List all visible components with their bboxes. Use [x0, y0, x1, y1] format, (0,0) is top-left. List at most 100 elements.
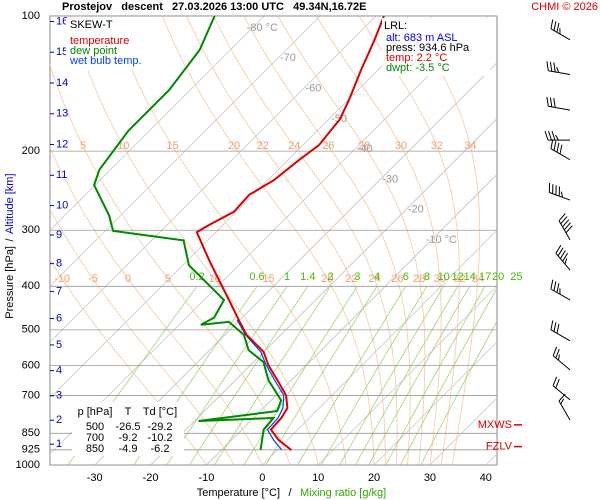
- lrl-box: [382, 18, 490, 76]
- annotation-label: MXWS: [478, 419, 512, 431]
- y-tick-label: 200: [22, 145, 40, 157]
- moist-adiabat-label: -5: [88, 273, 98, 285]
- altitude-tick-label: 7: [56, 285, 62, 297]
- table-header: T: [125, 406, 132, 418]
- wind-barb: [555, 244, 571, 271]
- moist-adiabat-label: 32: [453, 273, 465, 285]
- mixing-ratio-label: 3: [354, 271, 360, 283]
- mixing-ratio-label: 10: [438, 271, 450, 283]
- moist-adiabat-label: 22: [257, 140, 269, 152]
- mixing-ratio-label: 2: [327, 271, 333, 283]
- isotherm: [50, 16, 265, 231]
- moist-adiabat-label: -10: [54, 273, 70, 285]
- altitude-tick-label: 6: [56, 312, 62, 324]
- isotherm-label: -20: [408, 204, 424, 216]
- moist-adiabat-label: 32: [431, 140, 443, 152]
- table-cell: 700: [86, 432, 104, 444]
- credit: CHMI © 2026: [531, 1, 598, 13]
- moist-adiabat-label: 15: [262, 273, 274, 285]
- chart-content: -30 -20 -10 0 10 20 30 40 -80 °C -70 -60 -5 0 -40 -30 -…: [16, 10, 573, 484]
- moist-adiabat-label: 26: [322, 140, 334, 152]
- y-tick-label: 850: [22, 427, 40, 439]
- table-cell: -29.2: [147, 421, 172, 433]
- moist-adiabat-label: 34: [472, 273, 484, 285]
- moist-adiabat-label: 26: [391, 273, 403, 285]
- moist-adiabat-label: 15: [166, 140, 178, 152]
- isotherm: [150, 118, 497, 465]
- isotherm-label: -40: [357, 143, 373, 155]
- altitude-tick-label: 5: [56, 339, 62, 351]
- table-box: [72, 402, 184, 456]
- y-axis-separator: /: [4, 238, 16, 242]
- isotherm-label: -30: [382, 173, 398, 185]
- wind-barb: [552, 376, 571, 401]
- isotherm: [485, 453, 497, 465]
- legend-box: [66, 18, 142, 70]
- altitude-tick-label: 10: [56, 199, 68, 211]
- isotherm: [50, 16, 321, 287]
- isotherm: [317, 285, 497, 465]
- isotherm: [262, 229, 497, 465]
- altitude-tick-label: 8: [56, 258, 62, 270]
- altitude-tick-label: 16: [56, 15, 68, 27]
- moist-adiabat-label: 30: [395, 140, 407, 152]
- wind-barb: [546, 96, 571, 111]
- altitude-tick-label: 15: [56, 46, 68, 58]
- table-cell: 850: [86, 443, 104, 455]
- wind-barb: [550, 19, 571, 41]
- x-tick-label: -20: [143, 472, 159, 484]
- wind-barb: [548, 182, 571, 201]
- plot-area: [49, 15, 498, 466]
- altitude-tick-label: 9: [56, 229, 62, 241]
- isotherm-label: -80 °C: [247, 22, 278, 34]
- mixing-ratio-label: 4: [374, 271, 380, 283]
- isotherm: [50, 16, 489, 455]
- moist-adiabat-label: 28: [413, 273, 425, 285]
- altitude-tick-label: 11: [56, 169, 67, 181]
- isotherm: [94, 62, 497, 465]
- y-tick-label: 925: [22, 444, 40, 456]
- annotation-label: FZLV: [486, 441, 513, 453]
- lrl-line: press: 934.6 hPa: [386, 42, 470, 54]
- x2-axis-label: Mixing ratio [g/kg]: [300, 487, 386, 499]
- moist-adiabat-label: 5: [80, 140, 86, 152]
- altitude-tick-label: 4: [56, 365, 62, 377]
- isotherm-label: -60: [306, 83, 322, 95]
- profile-line: [236, 319, 285, 451]
- x-tick-label: -10: [198, 472, 214, 484]
- y-axis-label: Pressure [hPa]: [4, 246, 16, 319]
- moist-adiabat-label: 5: [165, 273, 171, 285]
- mixing-ratio-label: 0.2: [189, 271, 204, 283]
- x-tick-label: 10: [312, 472, 324, 484]
- legend-label: wet bulb temp.: [69, 55, 142, 67]
- moist-adiabat-label: 22: [345, 273, 357, 285]
- altitude-tick-label: 3: [56, 390, 62, 402]
- y2-axis-label: Altitude [km]: [4, 173, 16, 234]
- x-tick-label: 30: [424, 472, 436, 484]
- lrl-line: dwpt: -3.5 °C: [386, 62, 450, 74]
- moist-adiabat-label: 20: [321, 273, 333, 285]
- y-tick-label: 1000: [16, 459, 40, 471]
- y-axis-labels: Pressure [hPa] / Altitude [km]: [4, 173, 16, 318]
- x-tick-label: 20: [368, 472, 380, 484]
- mixing-ratio-label: 12: [452, 271, 464, 283]
- moist-adiabat-label: 30: [434, 273, 446, 285]
- table-cell: -26.5: [115, 421, 140, 433]
- wind-barb: [552, 346, 571, 371]
- profile-line: [195, 16, 385, 451]
- table-cell: 500: [86, 421, 104, 433]
- mixing-ratio-label: 25: [510, 271, 522, 283]
- moist-adiabat-label: 24: [369, 273, 381, 285]
- mixing-ratio-label: 14: [464, 271, 476, 283]
- moist-adiabat-label: 24: [288, 140, 300, 152]
- wind-barb: [550, 279, 571, 301]
- mixing-ratio-label: 0.6: [249, 271, 264, 283]
- moist-adiabat-label: 28: [358, 140, 370, 152]
- mixing-ratio-label: 1: [284, 271, 290, 283]
- mixing-ratio-label: 17: [479, 271, 491, 283]
- x-tick-label: 0: [259, 472, 265, 484]
- lrl-title: LRL:: [384, 20, 407, 32]
- wind-barb: [544, 130, 571, 141]
- x-tick-label: 40: [480, 472, 492, 484]
